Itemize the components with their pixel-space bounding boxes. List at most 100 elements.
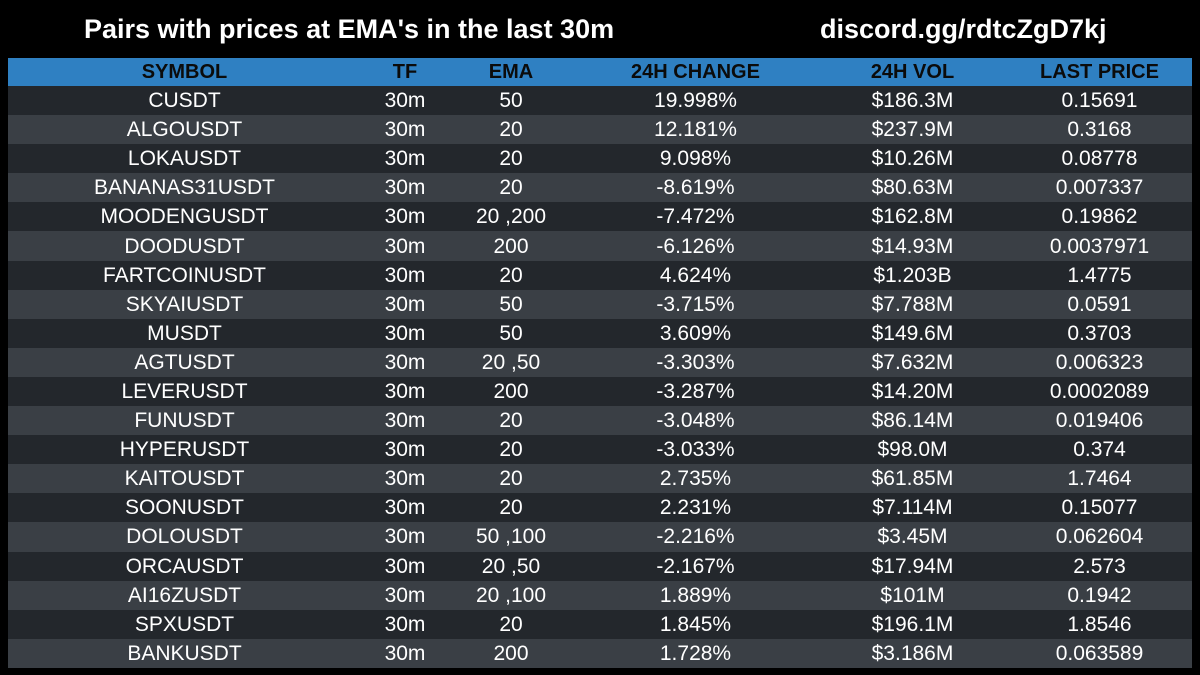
cell-24h-change: 19.998%: [654, 89, 737, 113]
cell-24h-vol: $86.14M: [871, 409, 954, 433]
cell-tf: 30m: [384, 234, 426, 258]
cell-24h-vol: $7.114M: [872, 496, 953, 520]
cell-last-price: 2.573: [1073, 554, 1126, 578]
cell-symbol: AI16ZUSDT: [127, 583, 242, 607]
column-header-symbol[interactable]: SYMBOL: [141, 61, 228, 83]
cell-ema: 20: [499, 147, 523, 171]
table-row[interactable]: KAITOUSDT 30m 20 2.735% $61.85M 1.7464: [8, 464, 1192, 494]
table-row[interactable]: AI16ZUSDT 30m 20 ,100 1.889% $101M 0.1942: [8, 580, 1192, 610]
table-row[interactable]: BANANAS31USDT 30m 20 -8.619% $80.63M 0.007337: [8, 173, 1192, 203]
cell-last-price: 1.8546: [1067, 612, 1132, 636]
table-row[interactable]: FUNUSDT 30m 20 -3.048% $86.14M 0.019406: [8, 406, 1192, 436]
cell-24h-vol: $17.94M: [871, 554, 954, 578]
cell-ema: 20: [499, 496, 523, 520]
cell-24h-vol: $101M: [880, 583, 945, 607]
cell-tf: 30m: [384, 438, 426, 462]
cell-24h-change: 12.181%: [654, 118, 737, 142]
cell-last-price: 0.007337: [1055, 176, 1144, 200]
cell-symbol: HYPERUSDT: [119, 438, 250, 462]
cell-symbol: ALGOUSDT: [126, 118, 243, 142]
cell-symbol: LOKAUSDT: [127, 147, 242, 171]
column-header-ema[interactable]: EMA: [488, 61, 534, 83]
cell-tf: 30m: [384, 409, 426, 433]
cell-tf: 30m: [384, 379, 426, 403]
cell-24h-vol: $14.93M: [871, 234, 954, 258]
cell-ema: 20: [499, 263, 523, 287]
cell-24h-vol: $162.8M: [871, 205, 954, 229]
cell-ema: 20: [499, 612, 523, 636]
column-header-24h-change[interactable]: 24H CHANGE: [631, 61, 760, 83]
cell-last-price: 1.4775: [1067, 263, 1132, 287]
table-row[interactable]: LOKAUSDT 30m 20 9.098% $10.26M 0.08778: [8, 144, 1192, 174]
column-header-tf[interactable]: TF: [392, 61, 418, 83]
table-row[interactable]: AGTUSDT 30m 20 ,50 -3.303% $7.632M 0.006323: [8, 347, 1192, 377]
cell-24h-change: -3.303%: [656, 350, 735, 374]
cell-24h-change: -7.472%: [656, 205, 735, 229]
cell-24h-vol: $3.45M: [877, 525, 948, 549]
table-header-row: SYMBOL TF EMA 24H CHANGE 24H VOL LAST PR…: [8, 58, 1192, 86]
cell-symbol: DOLOUSDT: [126, 525, 243, 549]
cell-ema: 20: [499, 438, 523, 462]
cell-symbol: SPXUSDT: [134, 612, 235, 636]
cell-24h-vol: $149.6M: [871, 321, 954, 345]
cell-ema: 50: [499, 292, 523, 316]
cell-last-price: 0.0037971: [1049, 234, 1150, 258]
cell-ema: 20 ,100: [475, 583, 547, 607]
column-header-24h-vol[interactable]: 24H VOL: [870, 61, 955, 83]
table-row[interactable]: SPXUSDT 30m 20 1.845% $196.1M 1.8546: [8, 609, 1192, 639]
cell-24h-vol: $196.1M: [871, 612, 954, 636]
table-row[interactable]: DOODUSDT 30m 200 -6.126% $14.93M 0.0037971: [8, 231, 1192, 261]
cell-24h-change: -3.287%: [656, 379, 735, 403]
cell-last-price: 0.15077: [1061, 496, 1138, 520]
cell-last-price: 0.019406: [1055, 409, 1144, 433]
cell-symbol: LEVERUSDT: [121, 379, 248, 403]
cell-symbol: ORCAUSDT: [125, 554, 244, 578]
cell-symbol: KAITOUSDT: [124, 467, 245, 491]
cell-tf: 30m: [384, 89, 426, 113]
cell-24h-change: -3.033%: [656, 438, 735, 462]
table-row[interactable]: LEVERUSDT 30m 200 -3.287% $14.20M 0.0002089: [8, 376, 1192, 407]
cell-symbol: BANKUSDT: [127, 641, 242, 665]
table-row[interactable]: FARTCOINUSDT 30m 20 4.624% $1.203B 1.4775: [8, 260, 1192, 290]
cell-24h-change: 4.624%: [659, 263, 732, 287]
cell-24h-vol: $61.85M: [871, 467, 954, 491]
cell-24h-change: -3.048%: [656, 409, 735, 433]
page-header: Pairs with prices at EMA's in the last 3…: [0, 0, 1200, 58]
table-row[interactable]: MOODENGUSDT 30m 20 ,200 -7.472% $162.8M 0.198…: [8, 202, 1192, 232]
cell-tf: 30m: [384, 321, 426, 345]
table-row[interactable]: HYPERUSDT 30m 20 -3.033% $98.0M 0.374: [8, 435, 1192, 465]
table-row[interactable]: BANKUSDT 30m 200 1.728% $3.186M 0.063589: [8, 638, 1192, 668]
table-row[interactable]: ALGOUSDT 30m 20 12.181% $237.9M 0.3168: [8, 115, 1192, 145]
cell-24h-change: 3.609%: [659, 321, 732, 345]
cell-symbol: SOONUSDT: [124, 496, 244, 520]
column-header-last-price[interactable]: LAST PRICE: [1040, 61, 1159, 83]
cell-last-price: 0.063589: [1055, 641, 1144, 665]
table-row[interactable]: MUSDT 30m 50 3.609% $149.6M 0.3703: [8, 318, 1192, 348]
cell-24h-change: -8.619%: [656, 176, 735, 200]
cell-tf: 30m: [384, 350, 426, 374]
cell-last-price: 0.15691: [1061, 89, 1138, 113]
cell-24h-change: 2.735%: [659, 467, 732, 491]
cell-tf: 30m: [384, 176, 426, 200]
cell-last-price: 0.3703: [1067, 321, 1132, 345]
cell-24h-change: -2.216%: [656, 525, 735, 549]
table-row[interactable]: SOONUSDT 30m 20 2.231% $7.114M 0.15077: [8, 493, 1192, 523]
page-title: Pairs with prices at EMA's in the last 3…: [84, 14, 615, 44]
cell-ema: 20 ,50: [481, 554, 541, 578]
cell-24h-vol: $7.788M: [871, 292, 954, 316]
cell-last-price: 0.0591: [1067, 292, 1132, 316]
table-row[interactable]: CUSDT 30m 50 19.998% $186.3M 0.15691: [8, 86, 1192, 116]
cell-last-price: 1.7464: [1067, 467, 1132, 491]
table-row[interactable]: DOLOUSDT 30m 50 ,100 -2.216% $3.45M 0.062604: [8, 522, 1192, 552]
cell-symbol: DOODUSDT: [124, 234, 245, 258]
cell-24h-change: 1.728%: [659, 641, 732, 665]
cell-last-price: 0.3168: [1067, 118, 1132, 142]
cell-symbol: FARTCOINUSDT: [103, 263, 266, 287]
cell-ema: 20: [499, 118, 523, 142]
cell-ema: 200: [493, 641, 529, 665]
table-row[interactable]: SKYAIUSDT 30m 50 -3.715% $7.788M 0.0591: [8, 289, 1192, 319]
cell-tf: 30m: [384, 292, 426, 316]
table-row[interactable]: ORCAUSDT 30m 20 ,50 -2.167% $17.94M 2.573: [8, 551, 1192, 581]
cell-ema: 20: [499, 467, 523, 491]
discord-link[interactable]: discord.gg/rdtcZgD7kj: [820, 14, 1107, 44]
